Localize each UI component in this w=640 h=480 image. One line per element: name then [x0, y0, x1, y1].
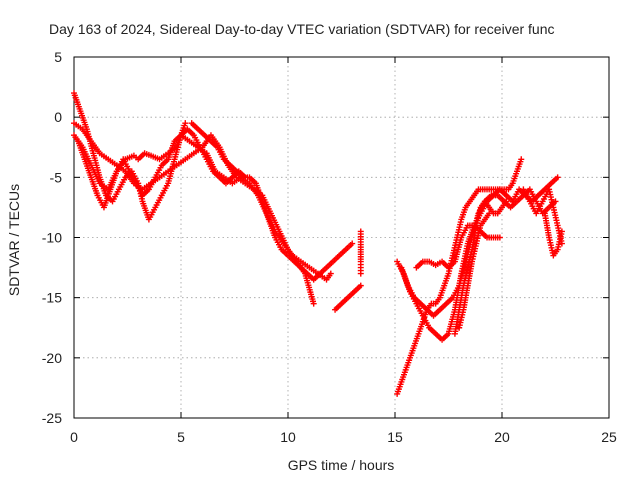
x-axis-label: GPS time / hours — [288, 457, 395, 473]
x-tick-labels: 0 5 10 15 20 25 — [70, 429, 617, 445]
y-tick-label: -20 — [42, 350, 62, 366]
x-tick-label: 0 — [70, 429, 78, 445]
y-tick-label: -25 — [42, 410, 62, 426]
series-track-g — [357, 228, 364, 277]
grid — [74, 57, 609, 418]
y-tick-label: 5 — [54, 49, 62, 65]
data-point — [357, 270, 364, 277]
data-point — [310, 300, 317, 307]
data-point — [182, 120, 189, 127]
y-tick-labels: 5 0 -5 -10 -15 -20 -25 — [42, 49, 62, 426]
y-tick-label: -5 — [50, 169, 63, 185]
x-tick-label: 20 — [494, 429, 510, 445]
data-point — [349, 240, 356, 247]
data-point — [503, 198, 510, 205]
chart-title: Day 163 of 2024, Sidereal Day-to-day VTE… — [49, 21, 555, 37]
y-tick-label: -10 — [42, 230, 62, 246]
y-tick-label: 0 — [54, 109, 62, 125]
y-axis-label: SDTVAR / TECUs — [6, 184, 22, 296]
series-track-f — [332, 282, 364, 313]
series-track-m — [456, 210, 493, 331]
data-points — [71, 90, 565, 397]
series-track-k — [413, 222, 503, 271]
series-track-c — [71, 120, 317, 307]
data-point — [554, 174, 561, 181]
series-track-o — [541, 210, 565, 259]
x-tick-label: 15 — [387, 429, 403, 445]
x-tick-label: 5 — [177, 429, 185, 445]
x-tick-label: 25 — [601, 429, 617, 445]
series-track-j — [398, 186, 559, 319]
data-point — [496, 234, 503, 241]
ticks — [73, 56, 610, 419]
data-point — [552, 198, 559, 205]
series-track-e — [188, 120, 356, 283]
series-track-l — [451, 198, 510, 337]
data-point — [357, 282, 364, 289]
x-tick-label: 10 — [280, 429, 296, 445]
data-point — [558, 228, 565, 235]
data-point — [518, 156, 525, 163]
y-tick-label: -15 — [42, 290, 62, 306]
data-point — [486, 210, 493, 217]
data-point — [327, 270, 334, 277]
